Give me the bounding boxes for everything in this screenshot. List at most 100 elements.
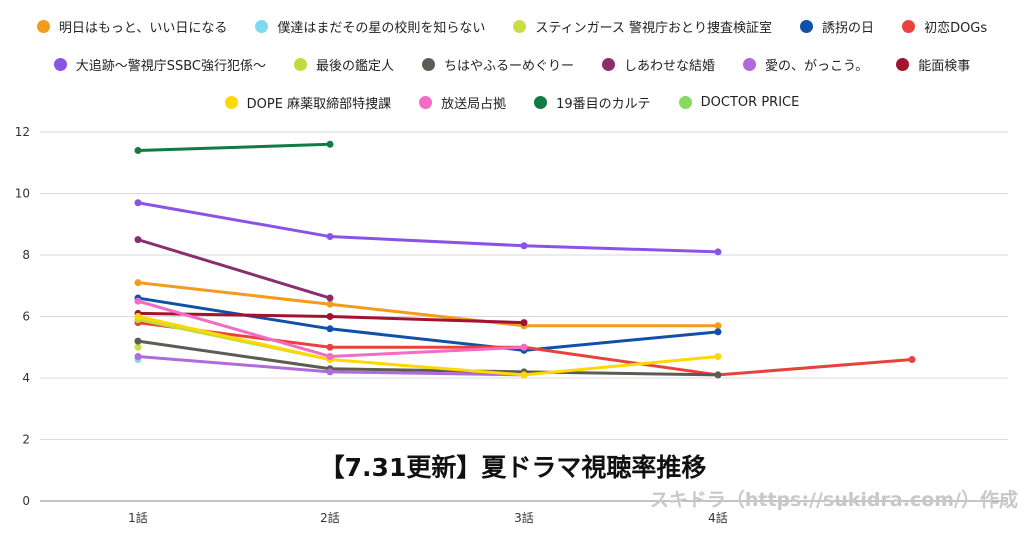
series-line <box>137 315 719 377</box>
series-line <box>137 201 719 254</box>
legend-item: 初恋DOGs <box>902 14 987 38</box>
legend-marker <box>255 19 269 33</box>
legend-marker <box>53 57 67 71</box>
data-point <box>326 325 334 333</box>
legend-label: スティンガース 警視庁おとり捜査検証室 <box>535 20 773 36</box>
legend-marker <box>743 57 757 71</box>
legend-label: DOCTOR PRICE <box>700 94 800 110</box>
series <box>134 236 334 302</box>
series-line <box>137 296 719 352</box>
data-point <box>714 328 722 336</box>
legend-label: ちはやふるーめぐりー <box>444 58 575 74</box>
legend-marker <box>513 19 527 33</box>
x-axis-ticks: 1話 2話 3話 4話 <box>128 510 728 525</box>
data-point <box>520 319 528 327</box>
data-point <box>326 368 334 376</box>
y-tick-label: 4 <box>22 371 30 385</box>
legend-item: 放送局占拠 <box>419 90 506 114</box>
legend-label: DOPE 麻薬取締部特捜課 <box>246 96 392 112</box>
data-point <box>134 279 142 287</box>
legend-label: 愛の、がっこう。 <box>765 58 869 74</box>
legend-marker <box>293 57 307 71</box>
legend-marker <box>534 95 548 109</box>
legend-label: 誘拐の日 <box>822 20 875 36</box>
series-lines <box>134 140 916 379</box>
x-tick-label: 3話 <box>514 510 534 525</box>
y-tick-label: 12 <box>15 125 30 139</box>
data-point <box>908 356 916 364</box>
x-tick-label: 1話 <box>128 510 148 525</box>
series <box>134 199 722 256</box>
legend-marker <box>602 57 616 71</box>
legend-marker <box>36 19 50 33</box>
chart-legend: 明日はもっと、いい日になる 僕達はまだその星の校則を知らない スティンガース 警視庁… <box>0 14 1024 114</box>
y-axis-ticks: 0 2 4 6 8 10 12 <box>15 125 30 508</box>
data-point <box>326 233 334 241</box>
data-point <box>134 352 142 360</box>
data-point <box>134 297 142 305</box>
series-line <box>137 142 331 152</box>
legend-item: スティンガース 警視庁おとり捜査検証室 <box>513 14 772 38</box>
legend-marker <box>419 95 433 109</box>
legend-label: 明日はもっと、いい日になる <box>58 20 228 36</box>
data-point <box>520 371 528 379</box>
y-tick-label: 0 <box>22 494 30 508</box>
x-tick-label: 2話 <box>320 510 340 525</box>
legend-marker <box>224 95 238 109</box>
x-tick-label: 4話 <box>708 510 728 525</box>
chart-title: 【7.31更新】夏ドラマ視聴率推移 <box>320 453 707 482</box>
y-tick-label: 2 <box>22 433 30 447</box>
data-point <box>326 300 334 308</box>
y-tick-label: 10 <box>15 187 30 201</box>
legend-item: 誘拐の日 <box>800 14 874 38</box>
legend-label: 能面検事 <box>918 58 971 74</box>
y-tick-label: 6 <box>22 310 30 324</box>
series <box>134 343 142 351</box>
legend-label: 初恋DOGs <box>924 20 988 36</box>
series <box>134 313 722 379</box>
series <box>134 297 528 360</box>
data-point <box>134 146 142 154</box>
y-tick-label: 8 <box>22 248 30 262</box>
legend-item: 僕達はまだその星の校則を知らない <box>255 14 485 38</box>
data-point <box>134 343 142 351</box>
legend-item: 19番目のカルテ <box>534 90 651 114</box>
data-point <box>134 337 142 345</box>
data-point <box>326 352 334 360</box>
data-point <box>134 236 142 244</box>
data-point <box>714 248 722 256</box>
legend-item: 明日はもっと、いい日になる <box>36 14 228 38</box>
legend-label: 最後の鑑定人 <box>315 58 394 74</box>
data-point <box>520 343 528 351</box>
data-point <box>326 313 334 320</box>
legend-item: DOCTOR PRICE <box>678 90 800 114</box>
data-point <box>714 352 722 360</box>
legend-label: 放送局占拠 <box>441 96 507 112</box>
legend-marker <box>896 57 910 71</box>
data-point <box>714 371 722 379</box>
legend-item: 大追跡〜警視庁SSBC強行犯係〜 <box>53 52 266 76</box>
legend-label: 僕達はまだその星の校則を知らない <box>277 20 486 36</box>
data-point <box>326 343 334 351</box>
legend-item: ちはやふるーめぐりー <box>422 52 574 76</box>
gridlines <box>40 131 1008 502</box>
legend-label: 大追跡〜警視庁SSBC強行犯係〜 <box>75 58 266 74</box>
legend-item: DOPE 麻薬取締部特捜課 <box>224 90 392 114</box>
data-point <box>134 313 142 320</box>
data-point <box>714 322 722 330</box>
watermark-credit: スキドラ（https://sukidra.com/）作成 <box>650 488 1018 511</box>
series <box>134 279 722 330</box>
data-point <box>134 199 142 207</box>
series-line <box>137 339 719 377</box>
legend-item: しあわせな結婚 <box>602 52 715 76</box>
legend-marker <box>422 57 435 71</box>
legend-item: 愛の、がっこう。 <box>743 52 868 76</box>
series <box>134 140 334 154</box>
legend-item: 最後の鑑定人 <box>293 52 394 76</box>
legend-marker <box>678 95 692 109</box>
data-point <box>326 140 334 148</box>
series-line <box>137 281 718 328</box>
data-point <box>326 294 334 302</box>
legend-marker <box>902 19 916 33</box>
